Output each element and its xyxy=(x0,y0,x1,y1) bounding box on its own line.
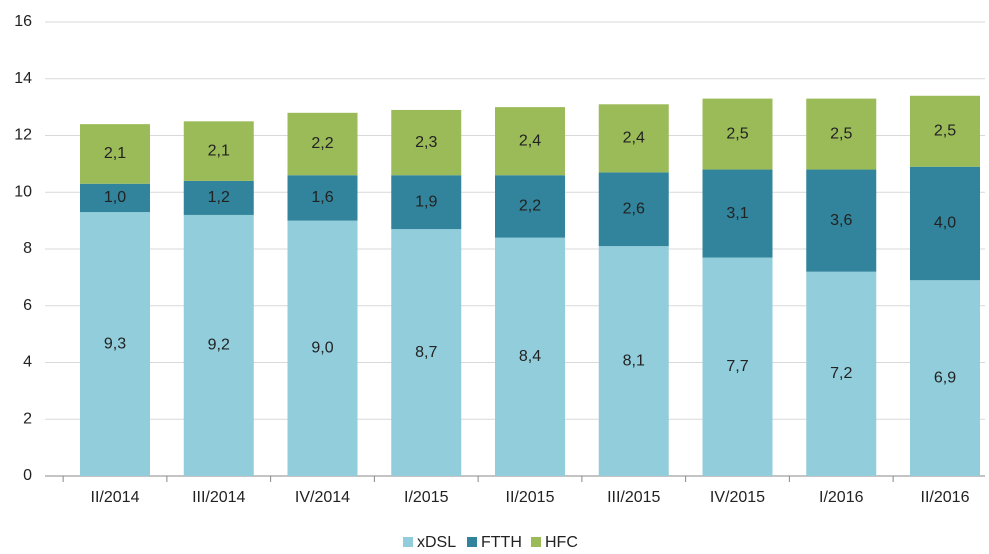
data-label: 3,1 xyxy=(726,205,748,222)
data-label: 2,4 xyxy=(623,130,645,147)
data-label: 2,5 xyxy=(726,125,748,142)
bar-segment xyxy=(287,175,358,221)
data-label: 8,4 xyxy=(519,348,541,365)
bar-segment xyxy=(806,271,877,476)
bar-segment xyxy=(598,172,669,247)
data-label: 9,3 xyxy=(104,335,126,352)
data-label: 2,1 xyxy=(208,142,230,159)
bar-segment xyxy=(598,104,669,173)
bar-segment xyxy=(495,237,565,476)
bar-segment xyxy=(80,124,150,184)
data-label: 1,2 xyxy=(208,189,230,206)
data-label: 2,6 xyxy=(623,200,645,217)
legend-swatch xyxy=(403,537,413,547)
y-tick-label: 8 xyxy=(23,240,32,257)
bar-segment xyxy=(80,183,150,213)
bar-segment xyxy=(183,121,254,181)
bar-segment xyxy=(702,169,773,258)
bar-segment xyxy=(910,95,980,167)
data-label: 8,7 xyxy=(415,344,437,361)
data-label: 2,2 xyxy=(311,135,333,152)
y-tick-label: 2 xyxy=(23,410,32,427)
data-label: 2,5 xyxy=(934,122,956,139)
legend-label: FTTH xyxy=(481,534,522,551)
data-label: 2,5 xyxy=(830,125,852,142)
bar-segment xyxy=(183,180,254,215)
bar-segment xyxy=(495,107,565,176)
data-label: 1,6 xyxy=(311,189,333,206)
bar-segment xyxy=(702,98,773,170)
x-tick-label: II/2015 xyxy=(506,489,555,506)
bar-segment xyxy=(183,214,254,476)
x-tick-label: II/2016 xyxy=(921,489,970,506)
bar-segment xyxy=(702,257,773,476)
x-tick-label: II/2014 xyxy=(91,489,140,506)
x-tick-label: III/2015 xyxy=(607,489,660,506)
legend-swatch xyxy=(531,537,541,547)
data-label: 9,0 xyxy=(311,340,333,357)
legend-label: HFC xyxy=(545,534,578,551)
bar-segment xyxy=(287,220,358,476)
data-label: 7,2 xyxy=(830,365,852,382)
data-label: 2,4 xyxy=(519,132,541,149)
data-label: 1,9 xyxy=(415,193,437,210)
y-tick-label: 14 xyxy=(14,70,32,87)
data-label: 8,1 xyxy=(623,352,645,369)
bar-segment xyxy=(806,98,877,170)
y-tick-label: 16 xyxy=(14,13,32,30)
data-label: 2,2 xyxy=(519,198,541,215)
bar-segment xyxy=(598,246,669,476)
y-tick-label: 10 xyxy=(14,183,32,200)
bar-segment xyxy=(806,169,877,272)
bar-segment xyxy=(80,212,150,477)
data-label: 3,6 xyxy=(830,212,852,229)
x-tick-label: IV/2014 xyxy=(295,489,350,506)
y-tick-label: 6 xyxy=(23,297,32,314)
data-label: 1,0 xyxy=(104,189,126,206)
bar-segment xyxy=(495,175,565,238)
bar-segment xyxy=(391,109,462,176)
y-tick-label: 12 xyxy=(14,127,32,144)
data-label: 6,9 xyxy=(934,369,956,386)
data-label: 2,3 xyxy=(415,134,437,151)
data-label: 2,1 xyxy=(104,145,126,162)
data-label: 7,7 xyxy=(726,358,748,375)
data-label: 9,2 xyxy=(208,337,230,354)
y-tick-label: 4 xyxy=(23,354,32,371)
x-tick-label: IV/2015 xyxy=(710,489,765,506)
x-tick-label: III/2014 xyxy=(192,489,245,506)
legend-swatch xyxy=(467,537,477,547)
bar-segment xyxy=(910,280,980,476)
legend-label: xDSL xyxy=(417,534,456,551)
x-tick-label: I/2015 xyxy=(404,489,449,506)
data-label: 4,0 xyxy=(934,215,956,232)
bar-segment xyxy=(391,175,462,230)
bar-segment xyxy=(287,112,358,176)
y-tick-label: 0 xyxy=(23,467,32,484)
x-tick-label: I/2016 xyxy=(819,489,864,506)
bar-segment xyxy=(910,166,980,281)
bar-segment xyxy=(391,229,462,476)
